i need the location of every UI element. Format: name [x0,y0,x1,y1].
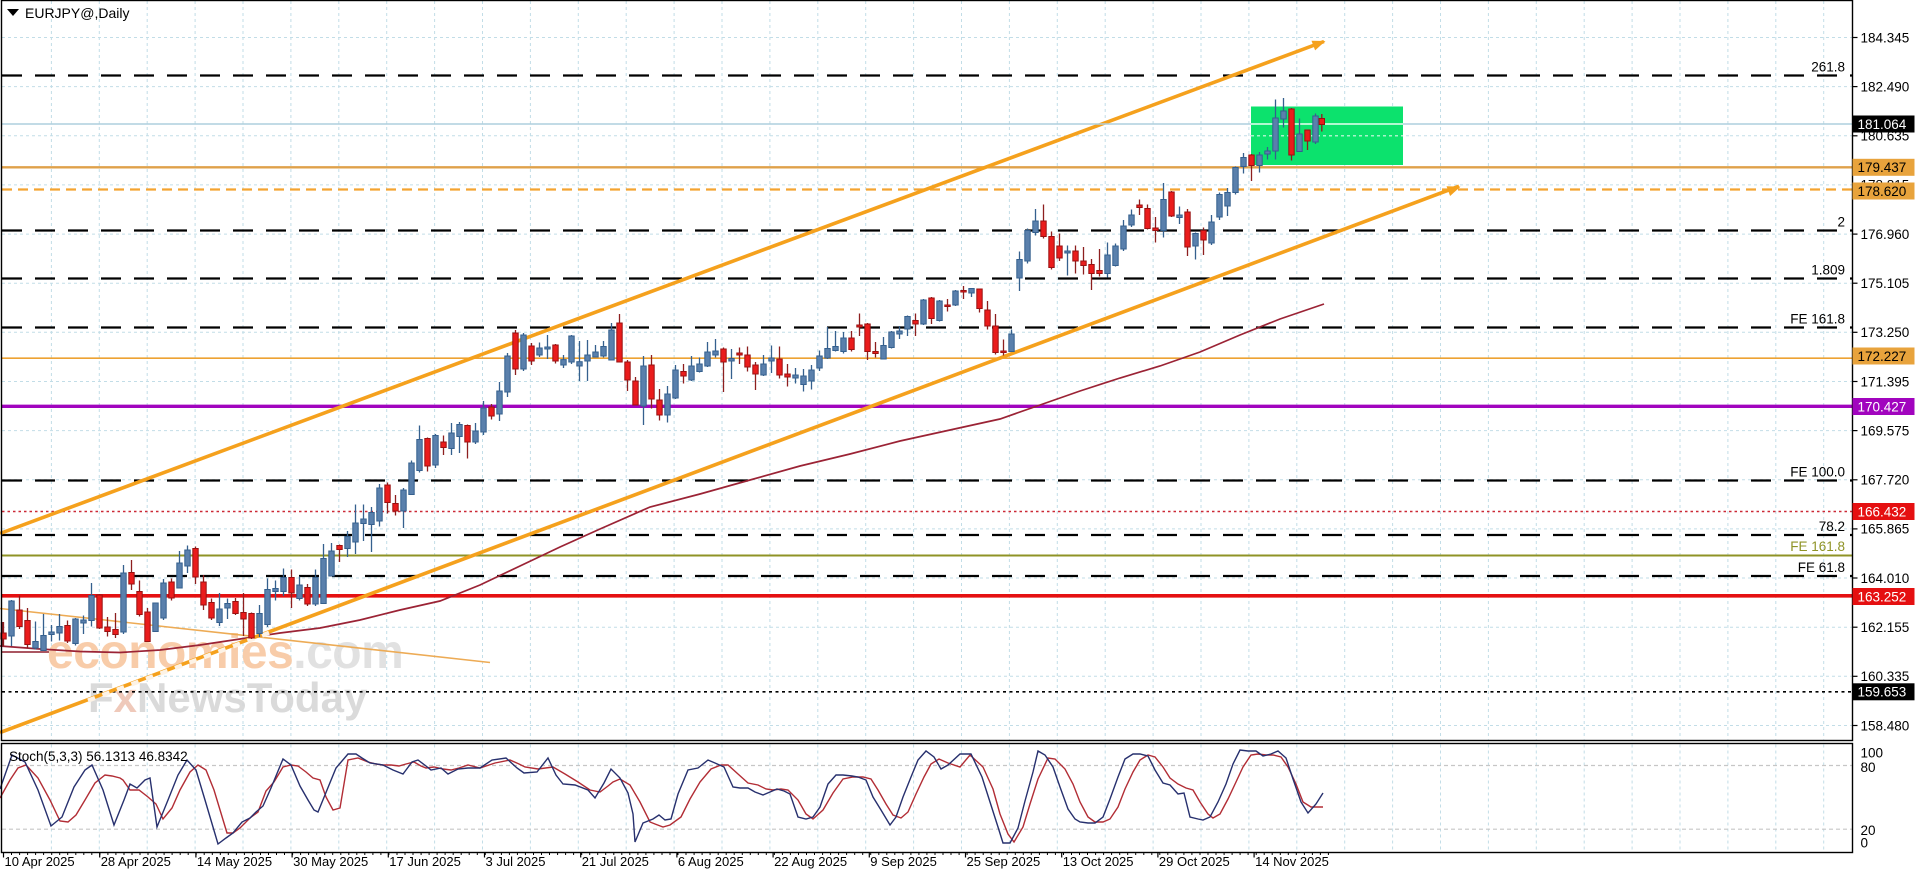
svg-text:181.064: 181.064 [1858,117,1907,132]
svg-text:20: 20 [1861,823,1876,838]
svg-text:178.620: 178.620 [1858,184,1907,199]
svg-text:FE 100.0: FE 100.0 [1790,465,1845,480]
svg-text:14 Nov 2025: 14 Nov 2025 [1255,854,1329,869]
svg-text:30 May 2025: 30 May 2025 [293,854,368,869]
svg-text:167.720: 167.720 [1861,473,1910,488]
svg-text:159.653: 159.653 [1858,685,1907,700]
svg-text:173.250: 173.250 [1861,325,1910,340]
svg-text:25 Sep 2025: 25 Sep 2025 [967,854,1041,869]
svg-text:28 Apr 2025: 28 Apr 2025 [101,854,171,869]
svg-text:175.105: 175.105 [1861,276,1910,291]
svg-text:176.960: 176.960 [1861,227,1910,242]
svg-text:164.010: 164.010 [1861,571,1910,586]
svg-text:179.437: 179.437 [1858,160,1907,175]
svg-text:10 Apr 2025: 10 Apr 2025 [5,854,75,869]
svg-text:FE 161.8: FE 161.8 [1790,312,1845,327]
svg-text:17 Jun 2025: 17 Jun 2025 [389,854,461,869]
svg-text:163.252: 163.252 [1858,589,1907,604]
svg-text:29 Oct 2025: 29 Oct 2025 [1159,854,1230,869]
svg-text:FE 61.8: FE 61.8 [1798,560,1845,575]
svg-text:FxNewsToday: FxNewsToday [88,674,368,721]
svg-text:78.2: 78.2 [1819,519,1845,534]
svg-text:158.480: 158.480 [1861,718,1910,733]
svg-text:14 May 2025: 14 May 2025 [197,854,272,869]
svg-text:160.335: 160.335 [1861,669,1910,684]
svg-text:9 Sep 2025: 9 Sep 2025 [870,854,937,869]
svg-text:182.490: 182.490 [1861,79,1910,94]
svg-text:6 Aug 2025: 6 Aug 2025 [678,854,744,869]
svg-text:22 Aug 2025: 22 Aug 2025 [774,854,847,869]
svg-text:162.155: 162.155 [1861,620,1910,635]
svg-text:0: 0 [1861,836,1869,851]
svg-text:80: 80 [1861,760,1876,775]
svg-text:3 Jul 2025: 3 Jul 2025 [486,854,546,869]
svg-text:1.809: 1.809 [1811,263,1845,278]
svg-text:EURJPY@,Daily: EURJPY@,Daily [25,5,129,21]
svg-text:100: 100 [1861,746,1884,761]
svg-text:172.227: 172.227 [1858,349,1907,364]
svg-text:165.865: 165.865 [1861,522,1910,537]
svg-text:FE 161.8: FE 161.8 [1790,539,1845,554]
svg-text:184.345: 184.345 [1861,30,1910,45]
svg-text:13 Oct 2025: 13 Oct 2025 [1063,854,1134,869]
svg-text:Stoch(5,3,3) 56.1313 46.8342: Stoch(5,3,3) 56.1313 46.8342 [9,749,188,764]
svg-text:2: 2 [1837,215,1845,230]
svg-text:169.575: 169.575 [1861,423,1910,438]
svg-text:166.432: 166.432 [1858,504,1907,519]
svg-text:170.427: 170.427 [1858,399,1907,414]
svg-text:261.8: 261.8 [1811,60,1845,75]
svg-text:21 Jul 2025: 21 Jul 2025 [582,854,649,869]
svg-text:economies.com: economies.com [47,626,403,679]
svg-text:171.395: 171.395 [1861,374,1910,389]
